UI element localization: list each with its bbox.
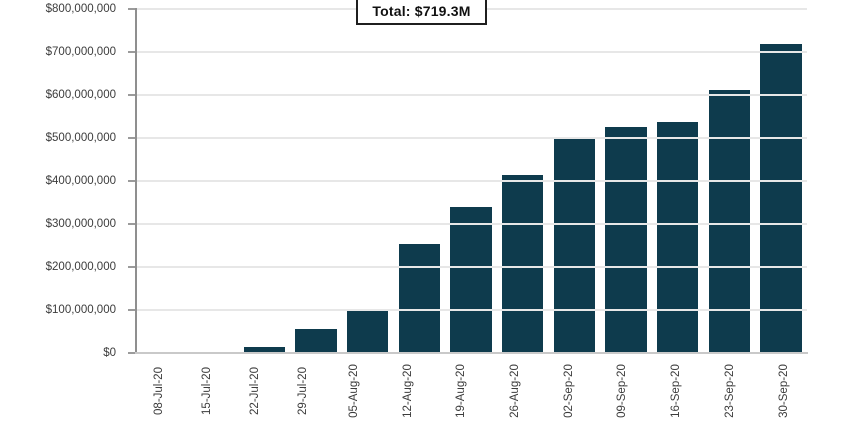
y-tick-label: $700,000,000: [45, 46, 116, 58]
y-axis-tick: [128, 309, 135, 311]
x-tick-label: 23-Sep-20: [723, 364, 736, 418]
y-axis-tick: [128, 137, 135, 139]
x-tick-label: 05-Aug-20: [347, 364, 360, 418]
gridline: [135, 94, 807, 96]
x-label-cell: 09-Sep-20: [595, 358, 649, 424]
y-axis-line: [135, 8, 137, 354]
y-axis-tick: [128, 51, 135, 53]
bar-slot: [393, 9, 445, 353]
x-tick-label: 16-Sep-20: [669, 364, 682, 418]
bar-02-Sep-20: [553, 137, 596, 353]
bar-05-Aug-20: [346, 311, 389, 353]
x-tick-label: 29-Jul-20: [296, 367, 309, 415]
x-tick-label: 12-Aug-20: [401, 364, 414, 418]
bar-29-Jul-20: [295, 329, 337, 353]
x-tick-label: 26-Aug-20: [508, 364, 521, 418]
y-tick-label: $500,000,000: [45, 132, 116, 144]
x-axis-tick-labels: 08-Jul-20 15-Jul-20 22-Jul-20 29-Jul-20 05-A…: [135, 358, 807, 424]
x-tick-label: 19-Aug-20: [455, 364, 468, 418]
bar-slot: [549, 9, 601, 353]
x-label-cell: 19-Aug-20: [434, 358, 488, 424]
x-label-cell: 12-Aug-20: [381, 358, 435, 424]
bar-slot: [290, 9, 342, 353]
y-tick-label: $200,000,000: [45, 261, 116, 273]
bar-slot: [497, 9, 549, 353]
bar-slot: [652, 9, 704, 353]
gridline: [135, 180, 807, 182]
gridline: [135, 51, 807, 53]
y-axis-tick: [128, 266, 135, 268]
plot-area: [135, 8, 807, 353]
y-tick-label: $100,000,000: [45, 304, 116, 316]
x-label-cell: 05-Aug-20: [327, 358, 381, 424]
bar-22-Jul-20: [243, 347, 285, 353]
bar-26-Aug-20: [501, 174, 544, 353]
x-label-cell: 22-Jul-20: [231, 358, 279, 424]
bar-16-Sep-20: [657, 122, 699, 353]
y-tick-label: $600,000,000: [45, 89, 116, 101]
bar-12-Aug-20: [398, 244, 440, 353]
x-axis-line: [134, 352, 808, 354]
x-label-cell: 08-Jul-20: [135, 358, 183, 424]
y-axis-tick: [128, 180, 135, 182]
x-tick-label: 30-Sep-20: [777, 364, 790, 418]
bar-slot: [342, 9, 394, 353]
x-label-cell: 30-Sep-20: [757, 358, 811, 424]
y-tick-label: $800,000,000: [45, 3, 116, 15]
y-axis-tick: [128, 223, 135, 225]
x-tick-label: 15-Jul-20: [200, 367, 213, 415]
x-label-cell: 29-Jul-20: [279, 358, 327, 424]
x-tick-label: 22-Jul-20: [248, 367, 261, 415]
bar-23-Sep-20: [708, 89, 751, 353]
y-axis-tick: [128, 8, 135, 10]
bar-19-Aug-20: [450, 206, 492, 353]
y-axis-tick: [128, 94, 135, 96]
x-label-cell: 23-Sep-20: [703, 358, 757, 424]
bar-30-Sep-20: [760, 43, 802, 353]
total-annotation-box: Total: $719.3M: [356, 0, 487, 25]
bar-09-Sep-20: [605, 127, 647, 353]
x-label-cell: 26-Aug-20: [488, 358, 542, 424]
x-tick-label: 08-Jul-20: [152, 367, 165, 415]
y-tick-label: $0: [103, 347, 116, 359]
gridline: [135, 309, 807, 311]
bar-slot: [238, 9, 290, 353]
x-label-cell: 16-Sep-20: [649, 358, 703, 424]
total-annotation-label: Total: $719.3M: [372, 3, 471, 19]
x-label-cell: 15-Jul-20: [183, 358, 231, 424]
x-tick-label: 02-Sep-20: [562, 364, 575, 418]
gridline: [135, 266, 807, 268]
bar-slot: [445, 9, 497, 353]
y-tick-label: $400,000,000: [45, 175, 116, 187]
gridline: [135, 223, 807, 225]
x-label-cell: 02-Sep-20: [542, 358, 596, 424]
bar-slot: [600, 9, 652, 353]
x-tick-label: 09-Sep-20: [616, 364, 629, 418]
y-tick-label: $300,000,000: [45, 218, 116, 230]
y-axis-tick: [128, 352, 135, 354]
gridline: [135, 137, 807, 139]
